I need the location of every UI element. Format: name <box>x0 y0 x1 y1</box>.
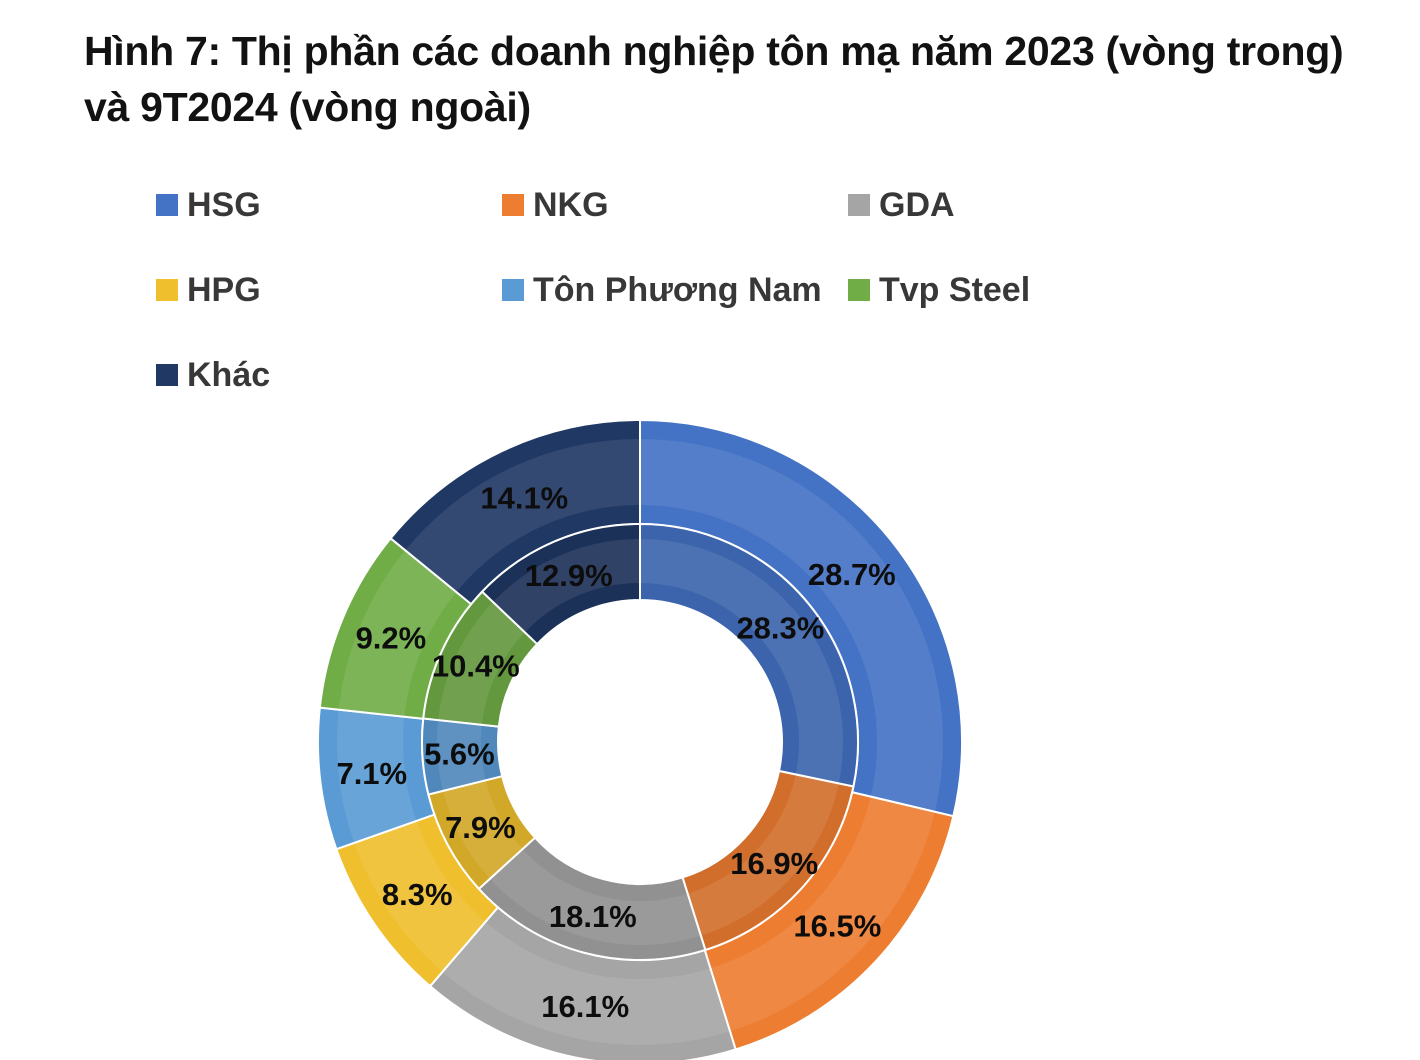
chart-title: Hình 7: Thị phần các doanh nghiệp tôn mạ… <box>84 28 1344 130</box>
inner-label-nkg: 16.9% <box>730 846 818 881</box>
inner-label-ton-phuong-nam: 5.6% <box>424 737 495 772</box>
outer-label-hpg: 8.3% <box>382 877 453 912</box>
outer-label-tvp-steel: 9.2% <box>356 620 427 655</box>
outer-label-ton-phuong-nam: 7.1% <box>336 756 407 791</box>
legend-label-hsg: HSG <box>187 185 261 224</box>
ring-sheen-outer <box>337 439 943 1045</box>
ring-sheen-inner <box>437 539 843 945</box>
legend-item-nkg: NKG <box>502 186 848 225</box>
inner-label-hpg: 7.9% <box>445 810 516 845</box>
legend-item-ton-phuong-nam: Tôn Phương Nam <box>502 271 848 310</box>
legend-swatch-khac <box>156 364 178 386</box>
legend-swatch-ton-phuong-nam <box>502 279 524 301</box>
legend-swatch-nkg <box>502 194 524 216</box>
inner-label-gda: 18.1% <box>549 899 637 934</box>
legend-swatch-hsg <box>156 194 178 216</box>
inner-label-khac: 12.9% <box>525 558 613 593</box>
legend-label-tvp-steel: Tvp Steel <box>879 270 1031 309</box>
outer-label-khac: 14.1% <box>480 481 568 516</box>
legend-item-hsg: HSG <box>156 186 502 225</box>
chart-header: Hình 7: Thị phần các doanh nghiệp tôn mạ… <box>0 0 1420 136</box>
legend-item-tvp-steel: Tvp Steel <box>848 271 1420 310</box>
legend-label-ton-phuong-nam: Tôn Phương Nam <box>533 270 822 309</box>
legend-swatch-gda <box>848 194 870 216</box>
inner-slice-hsg <box>639 522 859 788</box>
legend-label-gda: GDA <box>879 185 955 224</box>
chart-legend: HSG NKG GDA HPG Tôn Phương Nam Tvp Steel Khác <box>156 186 1420 395</box>
inner-label-hsg: 28.3% <box>736 610 824 645</box>
legend-swatch-hpg <box>156 279 178 301</box>
legend-label-khac: Khác <box>187 355 271 394</box>
legend-swatch-tvp-steel <box>848 279 870 301</box>
inner-slice-khac <box>480 522 641 646</box>
outer-label-nkg: 16.5% <box>793 909 881 944</box>
outer-label-hsg: 28.7% <box>808 557 896 592</box>
legend-item-gda: GDA <box>848 186 1420 225</box>
inner-label-tvp-steel: 10.4% <box>432 648 520 683</box>
legend-label-nkg: NKG <box>533 185 609 224</box>
legend-item-khac: Khác <box>156 356 502 395</box>
legend-item-hpg: HPG <box>156 271 502 310</box>
outer-label-gda: 16.1% <box>541 989 629 1024</box>
legend-label-hpg: HPG <box>187 270 261 309</box>
